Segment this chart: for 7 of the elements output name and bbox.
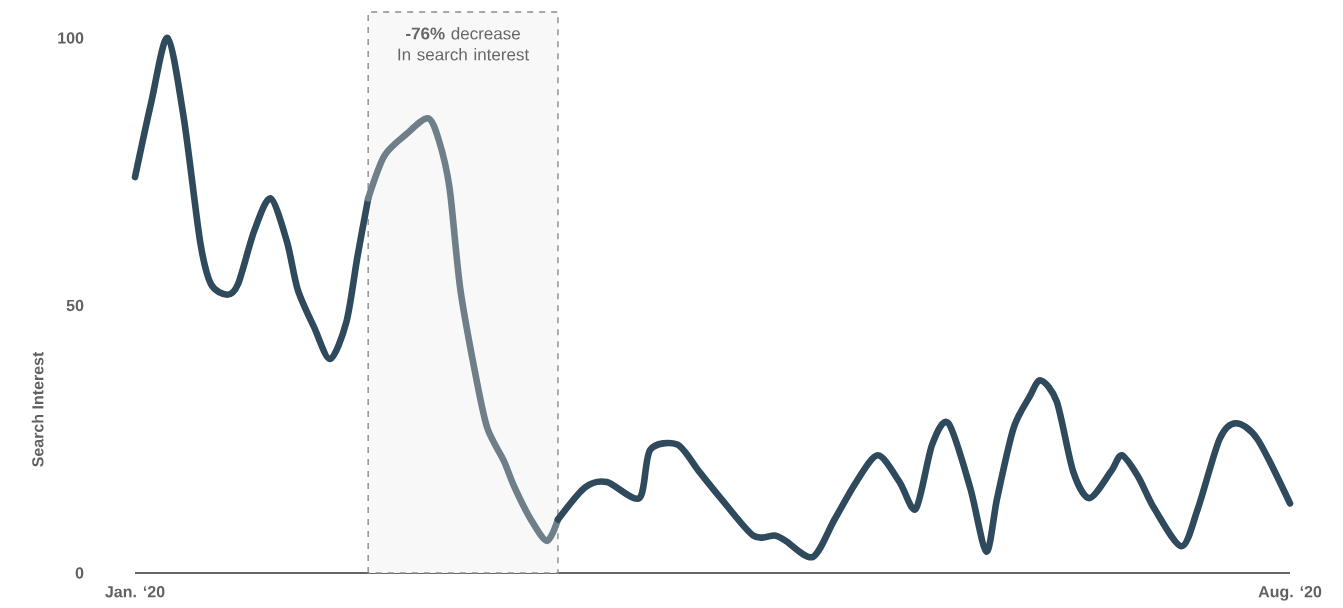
y-tick-label: 50 — [66, 299, 84, 312]
y-tick-label: 100 — [58, 32, 84, 44]
band-label: -76% decrease In search interest — [398, 27, 530, 61]
y-tick-label: 0 — [75, 567, 84, 579]
x-tick-label: Jan. ‘20 — [105, 586, 165, 598]
y-axis-title: Search Interest — [31, 351, 44, 467]
x-tick-label: Aug. ‘20 — [1258, 586, 1322, 601]
